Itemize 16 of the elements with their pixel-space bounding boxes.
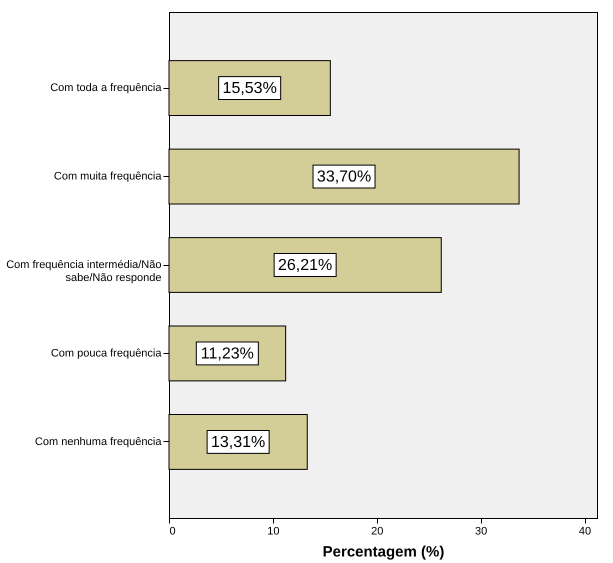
data-label: 26,21% (278, 257, 332, 274)
x-tick-label: 40 (578, 526, 592, 538)
y-tick-label: Com nenhuma frequência (34, 436, 162, 448)
y-tick-label: Com toda a frequência (50, 82, 162, 94)
x-tick-label: 0 (170, 526, 176, 538)
x-tick-label: 30 (475, 526, 488, 538)
data-label: 33,70% (316, 168, 372, 186)
y-tick-label: Com pouca frequência (50, 347, 162, 360)
x-tick-label: 20 (371, 526, 384, 538)
y-tick-label: Com frequência intermédia/Não sabe/Não responde (6, 259, 162, 284)
x-tick-label: 10 (267, 526, 280, 538)
data-label: 11,23% (200, 345, 254, 362)
x-axis-title: Percentagem (%) (322, 544, 444, 560)
data-label: 13,31% (211, 434, 266, 451)
data-label: 15,53% (222, 80, 277, 98)
y-tick-label: Com muita frequência (54, 170, 162, 183)
